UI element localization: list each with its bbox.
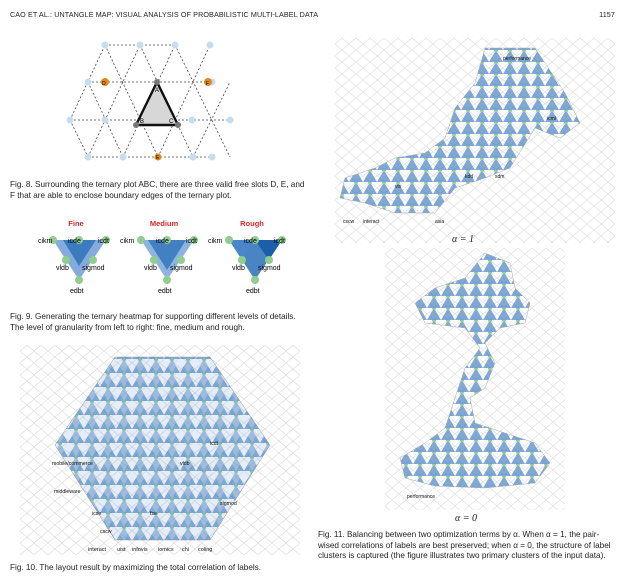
fig10-side-label-1: mobile/commerce bbox=[52, 461, 93, 467]
panel-title-medium: Medium bbox=[150, 219, 179, 228]
fig10-bottom-label-1: interact bbox=[88, 547, 107, 553]
fig10-side-label-7: icdt bbox=[210, 441, 219, 447]
label-icdt-2: icdt bbox=[186, 238, 197, 245]
fig10-side-label-2: middleware bbox=[54, 489, 81, 495]
fig9-svg: Fine cikm icde icdt vldb sigmod edbt Med… bbox=[38, 219, 286, 295]
running-title: CAO ET AL.: UNTANGLE MAP: VISUAL ANALYSI… bbox=[10, 10, 319, 19]
fig10-side-label-8: sigmod bbox=[220, 501, 237, 507]
vertex-a-label: A bbox=[155, 88, 159, 94]
alpha0-label: α = 0 bbox=[455, 513, 477, 524]
label-cikm-1: cikm bbox=[38, 238, 53, 245]
label-icde-1: icde bbox=[68, 238, 81, 245]
label-icde-2: icde bbox=[156, 238, 169, 245]
panel-title-fine: Fine bbox=[68, 219, 83, 228]
fig9-panel-fine: Fine cikm icde icdt vldb sigmod edbt bbox=[38, 219, 110, 295]
fig10-side-label-5: fse bbox=[150, 511, 157, 517]
label-sigmod-2: sigmod bbox=[170, 265, 193, 272]
label-vldb-1: vldb bbox=[56, 265, 69, 272]
fig11-top-cluster bbox=[339, 47, 581, 214]
fig10-bottom-label-6: coling bbox=[198, 547, 212, 553]
fig8-caption: Fig. 8. Surrounding the ternary plot ABC… bbox=[10, 180, 305, 200]
label-edbt-1: edbt bbox=[70, 288, 84, 295]
fig11-top-label-6: sdm bbox=[495, 174, 504, 180]
fig11-bottom-cluster bbox=[399, 252, 551, 489]
fig11-bottom-svg: performance bbox=[385, 248, 565, 510]
fig9-caption: Fig. 9. Generating the ternary heatmap f… bbox=[10, 312, 296, 332]
fig11-alpha0-layout: performance bbox=[385, 248, 565, 510]
vertex-b-label: B bbox=[140, 119, 144, 125]
fig8-svg: D F E A B C bbox=[66, 41, 234, 161]
fig10-side-label-4: cscw bbox=[100, 529, 112, 535]
fig10-side-label-6: vldb bbox=[180, 461, 190, 467]
page-number: 1157 bbox=[599, 10, 615, 19]
vertex-f-label: F bbox=[206, 81, 209, 87]
fig11-top-label-2: interact bbox=[363, 219, 380, 225]
fig11-top-label-1: cscw bbox=[343, 219, 355, 225]
panel-title-rough: Rough bbox=[240, 219, 264, 228]
label-icdt-3: icdt bbox=[274, 238, 285, 245]
label-icdt-1: icdt bbox=[98, 238, 109, 245]
ternary-triangle-abc bbox=[134, 79, 180, 127]
fig10-caption: Fig. 10. The layout result by maximizing… bbox=[10, 563, 262, 572]
fig9-panel-rough: Rough cikm icde icdt vldb sigmod edbt bbox=[208, 219, 286, 295]
label-sigmod-1: sigmod bbox=[82, 265, 105, 272]
label-vldb-2: vldb bbox=[144, 265, 157, 272]
fig11-top-label-5: kdd bbox=[465, 174, 473, 180]
fig11-top-svg: cscw interact vis asia kdd sdm icml perf… bbox=[335, 38, 615, 243]
fig10-bottom-label-3: infovis bbox=[132, 547, 148, 553]
fig10-svg: mobile/commerce middleware icse cscw fse… bbox=[20, 345, 300, 555]
fig11-top-label-4: asia bbox=[435, 219, 444, 225]
fig10-bottom-label-4: iomics bbox=[158, 547, 174, 553]
fig11-bottom-label-1: performance bbox=[407, 494, 435, 500]
label-cikm-2: cikm bbox=[120, 238, 135, 245]
vertex-c-label: C bbox=[169, 119, 174, 125]
fig9-heatmap-panels: Fine cikm icde icdt vldb sigmod edbt Med… bbox=[38, 218, 298, 308]
label-cikm-3: cikm bbox=[208, 238, 223, 245]
fig10-side-label-3: icse bbox=[92, 511, 101, 517]
fig10-layout-result: mobile/commerce middleware icse cscw fse… bbox=[20, 345, 300, 555]
label-edbt-2: edbt bbox=[158, 288, 172, 295]
fig10-bottom-label-2: uist bbox=[117, 547, 126, 553]
fig11-caption: Fig. 11. Balancing between two optimizat… bbox=[318, 530, 611, 560]
fig11-top-label-3: vis bbox=[395, 184, 402, 190]
fig8-ternary-diagram: D F E A B C bbox=[60, 30, 260, 178]
vertex-d-label: D bbox=[102, 81, 106, 87]
fig10-bottom-label-5: chi bbox=[182, 547, 189, 553]
label-sigmod-3: sigmod bbox=[258, 265, 281, 272]
fig11-alpha1-layout: cscw interact vis asia kdd sdm icml perf… bbox=[335, 38, 615, 243]
label-edbt-3: edbt bbox=[246, 288, 260, 295]
label-vldb-3: vldb bbox=[232, 265, 245, 272]
fig11-top-label-7: icml bbox=[547, 116, 556, 122]
fig9-panel-medium: Medium cikm icde icdt vldb sigmod edbt bbox=[120, 219, 198, 295]
running-header: CAO ET AL.: UNTANGLE MAP: VISUAL ANALYSI… bbox=[10, 10, 615, 22]
vertex-e-label: E bbox=[156, 155, 160, 161]
fig11-top-label-8: performance bbox=[503, 56, 531, 62]
alpha1-label: α = 1 bbox=[452, 234, 474, 245]
label-icde-3: icde bbox=[244, 238, 257, 245]
